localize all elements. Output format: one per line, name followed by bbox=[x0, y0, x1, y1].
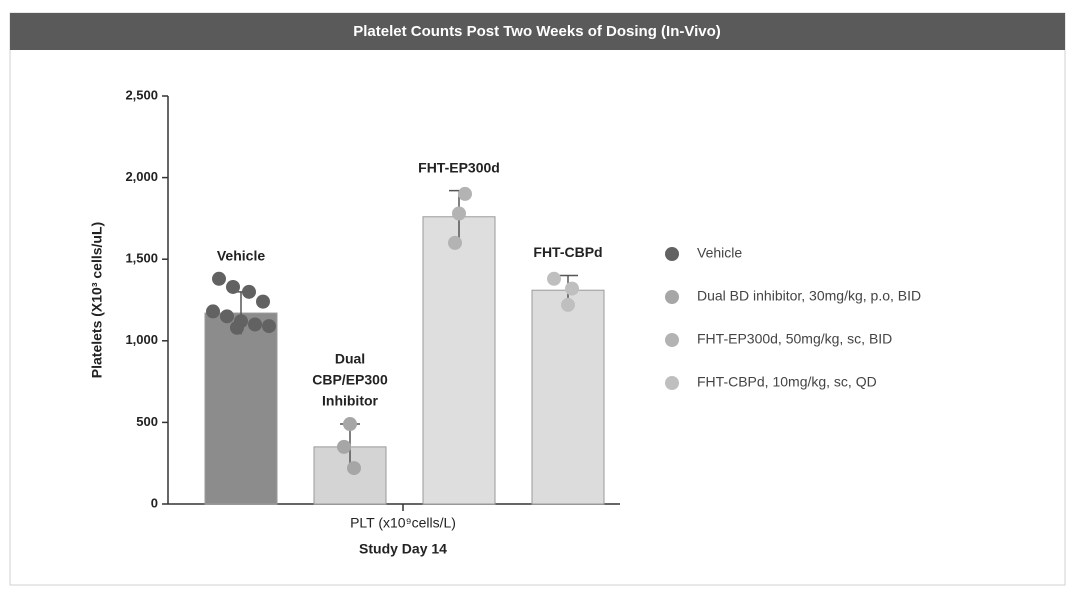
legend-label: FHT-CBPd, 10mg/kg, sc, QD bbox=[697, 374, 877, 390]
bar-annotation: FHT-EP300d bbox=[418, 159, 500, 175]
data-point bbox=[452, 206, 466, 221]
legend-marker bbox=[665, 247, 679, 261]
data-point bbox=[547, 271, 561, 286]
bar-annotation: Vehicle bbox=[217, 247, 265, 263]
bar-annotation: FHT-CBPd bbox=[533, 244, 602, 260]
data-point bbox=[262, 319, 276, 334]
x-axis-label: PLT (x10⁹cells/L) bbox=[350, 515, 456, 531]
data-point bbox=[337, 439, 351, 454]
data-point bbox=[458, 186, 472, 201]
data-point bbox=[226, 279, 240, 294]
data-point bbox=[565, 281, 579, 296]
data-point bbox=[256, 294, 270, 309]
legend-label: Vehicle bbox=[697, 245, 742, 261]
y-tick-label: 2,500 bbox=[125, 87, 158, 102]
y-tick-label: 500 bbox=[136, 414, 158, 429]
bar-annotation: CBP/EP300 bbox=[312, 372, 388, 388]
y-tick-label: 0 bbox=[151, 495, 158, 510]
legend-marker bbox=[665, 376, 679, 390]
bar bbox=[204, 312, 278, 505]
data-point bbox=[561, 297, 575, 312]
data-point bbox=[230, 320, 244, 335]
legend-label: Dual BD inhibitor, 30mg/kg, p.o, BID bbox=[697, 288, 921, 304]
data-point bbox=[212, 271, 226, 286]
legend-marker bbox=[665, 333, 679, 347]
data-point bbox=[206, 304, 220, 319]
y-axis-label: Platelets (X10³ cells/uL) bbox=[89, 222, 105, 378]
x-axis-sublabel: Study Day 14 bbox=[359, 541, 447, 557]
bar bbox=[531, 289, 605, 505]
bar bbox=[422, 216, 496, 505]
y-tick-label: 1,000 bbox=[125, 332, 158, 347]
data-point bbox=[242, 284, 256, 299]
bar-annotation: Dual bbox=[335, 351, 365, 367]
data-point bbox=[343, 417, 357, 432]
title-banner bbox=[10, 13, 1065, 50]
chart-title: Platelet Counts Post Two Weeks of Dosing… bbox=[353, 23, 721, 40]
y-tick-label: 2,000 bbox=[125, 169, 158, 184]
bar-annotation: Inhibitor bbox=[322, 393, 379, 409]
data-point bbox=[220, 309, 234, 324]
data-point bbox=[448, 235, 462, 250]
legend-label: FHT-EP300d, 50mg/kg, sc, BID bbox=[697, 331, 892, 347]
legend-marker bbox=[665, 290, 679, 304]
data-point bbox=[248, 317, 262, 332]
y-tick-label: 1,500 bbox=[125, 251, 158, 266]
data-point bbox=[347, 461, 361, 476]
